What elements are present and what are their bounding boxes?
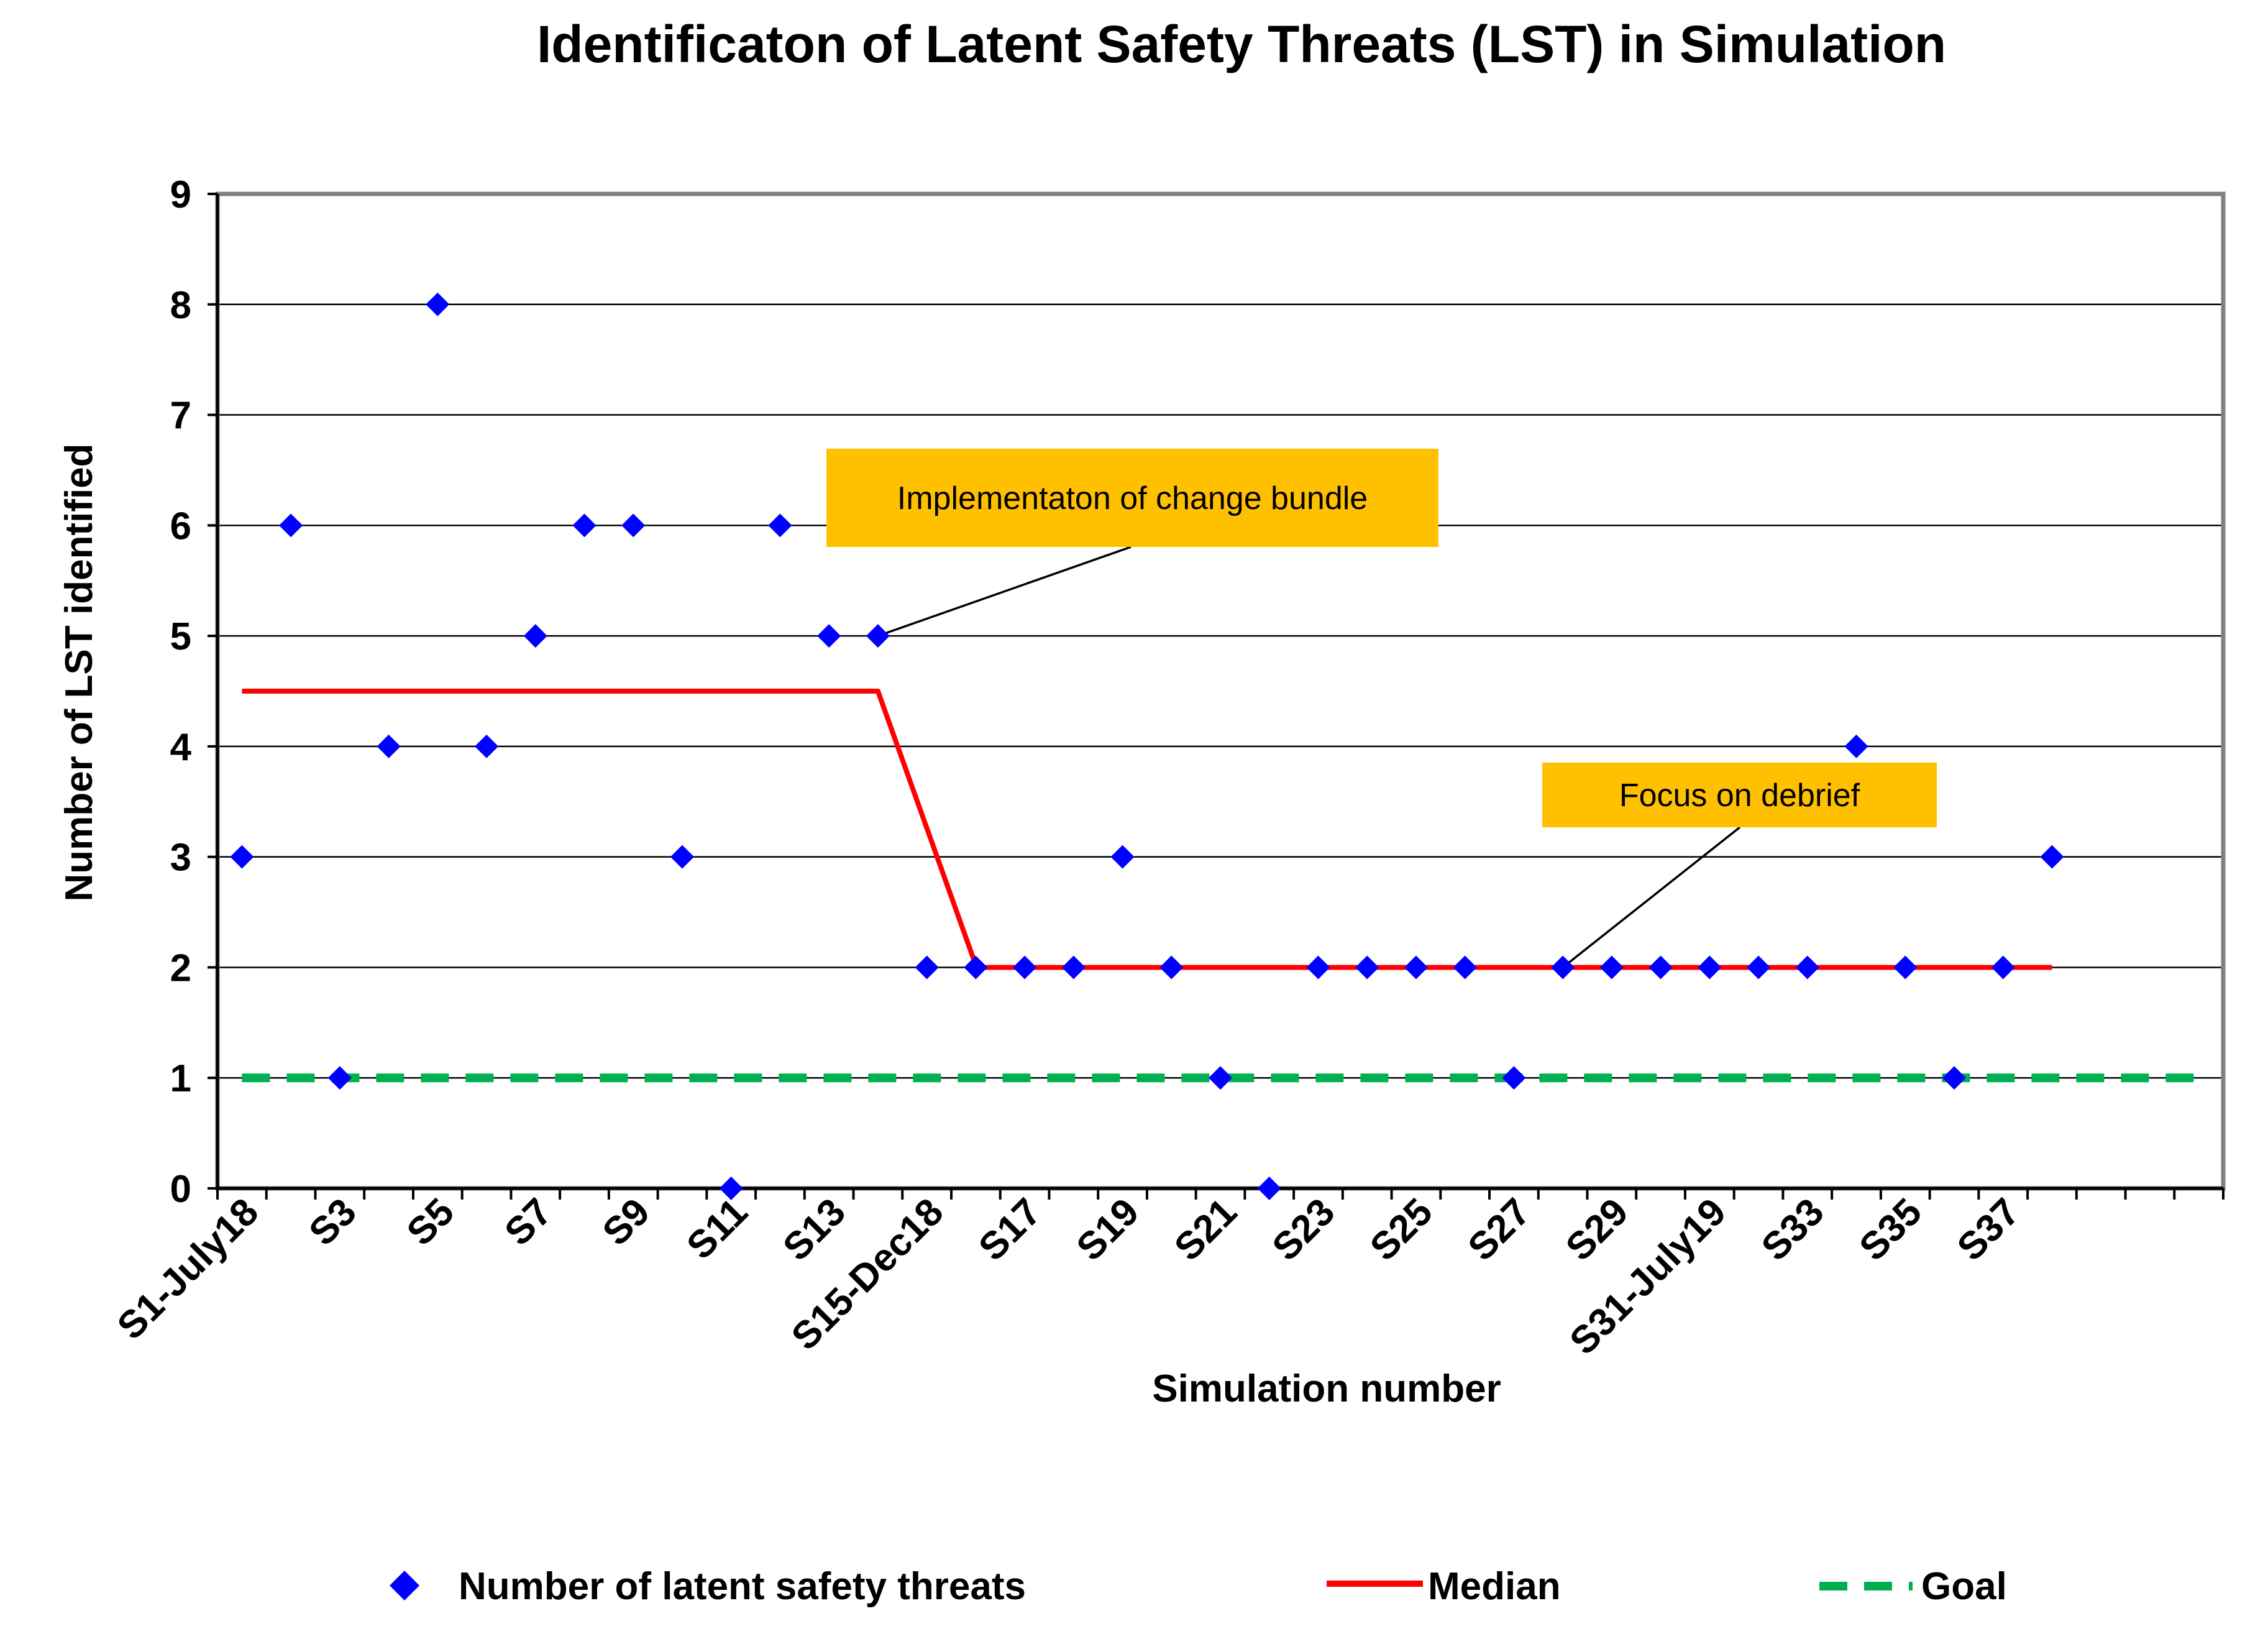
data-point (1404, 955, 1428, 980)
data-point (621, 513, 646, 538)
x-tick-label: S21 (1166, 1190, 1245, 1269)
data-point (817, 624, 841, 648)
data-point (1795, 955, 1819, 980)
annotations: Implementaton of change bundle Focus on d… (826, 449, 1937, 968)
x-tick-label: S13 (775, 1190, 854, 1269)
data-point (670, 845, 694, 869)
data-point (1893, 955, 1918, 980)
x-tick-label: S35 (1851, 1190, 1930, 1269)
annotation-leader-line (877, 546, 1132, 637)
axes (208, 193, 2225, 1200)
data-point (1355, 955, 1379, 980)
data-point (1844, 734, 1868, 758)
x-tick-label: S23 (1264, 1190, 1343, 1269)
x-tick-label: S1-July18 (109, 1190, 267, 1348)
data-point (964, 955, 988, 980)
data-point (1698, 955, 1722, 980)
data-point (230, 845, 254, 869)
annotation-box (826, 449, 1438, 547)
annotation-leader-line (1562, 826, 1741, 968)
x-tick-label: S17 (971, 1190, 1049, 1269)
data-point (1648, 955, 1673, 980)
x-tick-label: S7 (496, 1190, 560, 1254)
data-point (1061, 955, 1086, 980)
legend-label-points: Number of latent safety threats (459, 1565, 1026, 1608)
data-point (1502, 1066, 1526, 1090)
median-line (242, 689, 2052, 970)
y-tick-label: 2 (170, 947, 191, 989)
data-point (572, 513, 597, 538)
x-tick-label: S25 (1362, 1190, 1441, 1269)
x-tick-label: S5 (399, 1190, 462, 1254)
data-point (426, 292, 450, 316)
data-point (1306, 955, 1330, 980)
data-point (1942, 1066, 1966, 1090)
y-axis-label: Number of LST identified (58, 443, 101, 901)
data-point (1257, 1177, 1281, 1200)
legend-label-median: Median (1428, 1565, 1561, 1608)
data-point (1159, 955, 1184, 980)
legend-label-goal: Goal (1921, 1565, 2007, 1608)
data-point (719, 1177, 743, 1200)
x-tick-label: S33 (1754, 1190, 1832, 1269)
annotation-box (1542, 763, 1937, 827)
x-tick-label: S37 (1949, 1190, 2028, 1269)
data-point (1209, 1066, 1232, 1090)
data-point (327, 1066, 352, 1090)
data-point (1599, 955, 1624, 980)
data-point (2040, 845, 2064, 869)
x-tick-label: S19 (1069, 1190, 1148, 1269)
data-point (1991, 955, 2015, 980)
y-tick-label: 4 (170, 726, 192, 769)
data-point (1110, 845, 1135, 869)
y-tick-label: 0 (170, 1168, 191, 1211)
x-tick-label: S11 (679, 1190, 756, 1267)
data-point (768, 513, 792, 538)
data-point (279, 513, 303, 538)
x-axis-label: Simulation number (1152, 1367, 1501, 1410)
data-point (523, 624, 547, 648)
y-tick-label: 7 (170, 395, 191, 438)
data-point (1013, 955, 1037, 980)
data-point (915, 955, 939, 980)
data-point (1551, 955, 1575, 980)
grid-lines (217, 193, 2223, 1079)
data-point (1453, 955, 1477, 980)
x-tick-label: S3 (301, 1190, 364, 1254)
legend-marker-diamond-icon (390, 1571, 419, 1600)
chart-title: Identificaton of Latent Safety Threats (… (537, 15, 1946, 73)
data-point (1747, 955, 1771, 980)
y-tick-label: 8 (170, 284, 191, 327)
y-tick-label: 1 (170, 1057, 191, 1100)
y-tick-label: 9 (170, 173, 191, 216)
x-tick-label: S27 (1460, 1190, 1539, 1269)
lst-points (230, 292, 2064, 1200)
annotation-label: Implementaton of change bundle (897, 480, 1368, 516)
data-point (866, 624, 890, 648)
y-tick-label: 5 (170, 615, 191, 658)
y-tick-label: 6 (170, 505, 191, 548)
y-tick-label: 3 (170, 837, 191, 879)
x-tick-label: S29 (1558, 1190, 1637, 1269)
y-tick-labels: 0 1 2 3 4 5 6 7 8 9 (170, 173, 192, 1211)
legend: Number of latent safety threats Median G… (390, 1565, 2007, 1608)
data-point (377, 734, 401, 758)
median-series (242, 689, 2052, 970)
annotation-label: Focus on debrief (1619, 778, 1860, 814)
x-tick-label: S9 (595, 1190, 658, 1254)
data-point (475, 734, 499, 758)
